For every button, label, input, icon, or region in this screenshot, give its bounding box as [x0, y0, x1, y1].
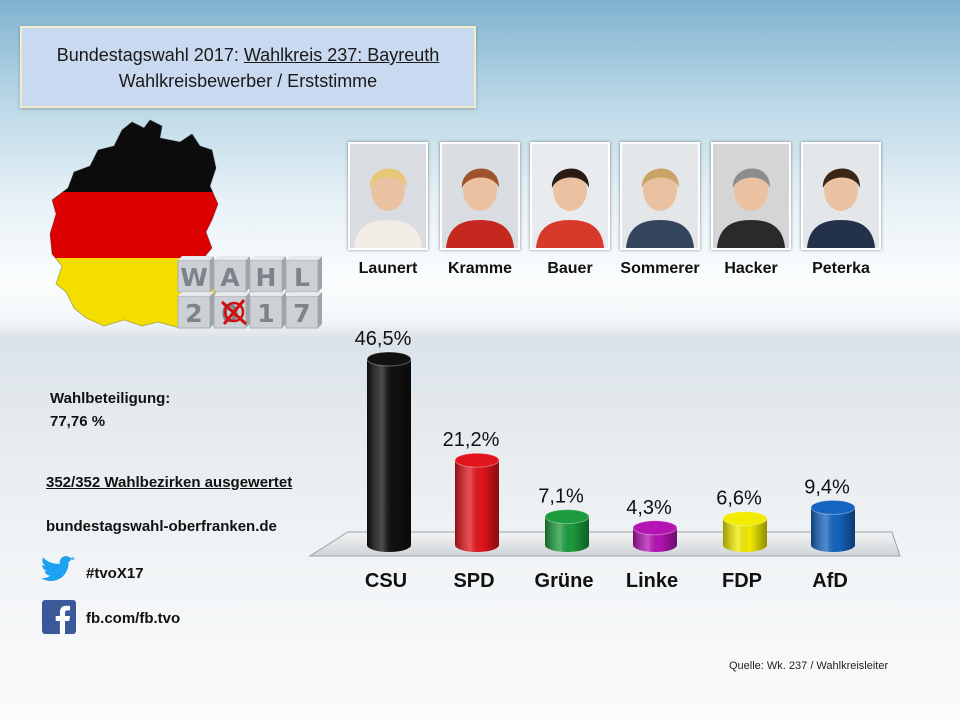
portrait-icon [532, 144, 608, 248]
dice-letter: H [256, 263, 277, 292]
source-note: Quelle: Wk. 237 / Wahlkreisleiter [729, 660, 889, 672]
portrait-icon [442, 144, 518, 248]
dice-letter: L [294, 263, 310, 292]
candidate-name: Bauer [547, 260, 593, 277]
dice-cube: W [177, 256, 214, 293]
candidate-name: Peterka [812, 260, 870, 277]
facebook-icon[interactable] [42, 600, 76, 634]
title-line-1: Bundestagswahl 2017: Wahlkreis 237: Bayr… [22, 42, 474, 68]
category-label: Linke [626, 570, 678, 592]
bar-value-label: 21,2% [443, 429, 500, 451]
dice-letter: 7 [293, 299, 310, 328]
facebook-link[interactable]: fb.com/fb.tvo [86, 610, 181, 627]
candidate-photo [620, 142, 700, 250]
bar-csu [366, 351, 412, 552]
portrait-icon [622, 144, 698, 248]
category-label: AfD [812, 570, 848, 592]
bar-afd [810, 499, 856, 552]
candidate-photo [348, 142, 428, 250]
title-constituency-link[interactable]: Wahlkreis 237: Bayreuth [243, 45, 440, 65]
candidate-photo [711, 142, 791, 250]
dice-cube: L [285, 256, 322, 293]
twitter-icon[interactable] [42, 551, 76, 585]
dice-cube: 1 [249, 292, 286, 329]
candidate-card: Bauer [530, 142, 610, 278]
candidate-card: Hacker [711, 142, 791, 278]
category-label: FDP [722, 570, 762, 592]
bar-value-label: 46,5% [355, 328, 412, 350]
wahl-dice-grid: W A H L2 0 1 7 [177, 256, 322, 329]
twitter-handle[interactable]: #tvoX17 [86, 565, 144, 582]
ballot-cross-icon [220, 299, 248, 326]
dice-cube: A [213, 256, 250, 293]
dice-letter: A [220, 263, 240, 292]
dice-letter: 2 [185, 299, 202, 328]
portrait-icon [803, 144, 879, 248]
candidate-photo [440, 142, 520, 250]
title-line-2: Wahlkreisbewerber / Erststimme [118, 71, 378, 91]
chart-category-labels: CSU SPD Grüne Linke FDP AfD [365, 570, 848, 592]
bar-grne [544, 509, 590, 552]
bar-value-label: 4,3% [626, 497, 672, 519]
category-label: Grüne [535, 570, 594, 592]
bar-value-label: 6,6% [716, 488, 762, 510]
candidate-card: Launert [348, 142, 428, 278]
bar-fdp [722, 511, 768, 552]
candidate-card: Peterka [801, 142, 881, 278]
chart-value-labels: 46,5% 21,2% 7,1% 4,3% 6,6% 9,4% [355, 328, 850, 519]
chart-bars [366, 351, 856, 552]
portrait-icon [350, 144, 426, 248]
title-box: Bundestagswahl 2017: Wahlkreis 237: Bayr… [20, 26, 476, 108]
candidate-name: Sommerer [620, 260, 700, 277]
erststimme-bar-chart: 46,5% 21,2% 7,1% 4,3% 6,6% 9,4% CSU SPD Grüne Li… [308, 328, 901, 592]
candidate-photo [530, 142, 610, 250]
candidate-name: Kramme [447, 260, 513, 277]
dice-cube: H [249, 256, 286, 293]
dice-cube: 7 [285, 292, 322, 329]
title-prefix: Bundestagswahl 2017: [56, 45, 244, 65]
candidate-name: Launert [358, 260, 418, 277]
category-label: SPD [453, 570, 494, 592]
category-label: CSU [365, 570, 407, 592]
turnout-label: Wahlbeteiligung: [50, 390, 171, 407]
dice-letter: W [180, 263, 208, 292]
portrait-icon [713, 144, 789, 248]
bar-value-label: 7,1% [538, 486, 584, 508]
bar-spd [454, 452, 500, 552]
districts-counted: 352/352 Wahlbezirken ausgewertet [46, 474, 293, 491]
turnout-value: 77,76 % [50, 413, 106, 430]
dice-cube: 2 [177, 292, 214, 329]
candidate-card: Kramme [440, 142, 520, 278]
bar-linke [632, 520, 678, 552]
candidate-card: Sommerer [620, 142, 700, 278]
bar-value-label: 9,4% [804, 476, 850, 498]
website-link[interactable]: bundestagswahl-oberfranken.de [46, 518, 277, 535]
candidate-name: Hacker [724, 260, 778, 277]
dice-letter: 1 [257, 299, 274, 328]
wahl-2017-logo: W A H L2 0 1 7 [177, 256, 322, 329]
candidate-photo [801, 142, 881, 250]
